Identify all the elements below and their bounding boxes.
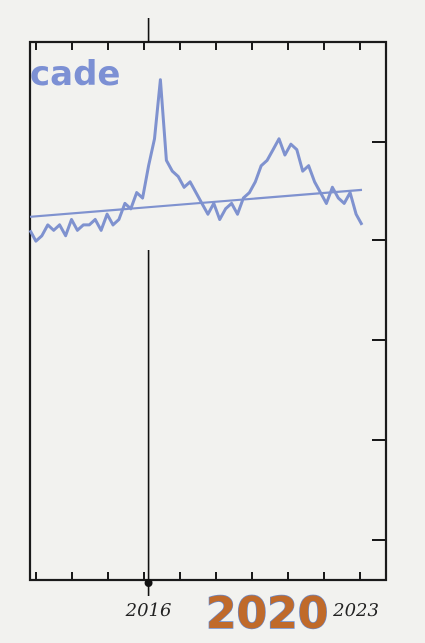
x-tick-label: 2016 bbox=[125, 600, 172, 621]
trend-line bbox=[29, 188, 363, 218]
series-layer bbox=[28, 78, 364, 243]
chart-title: cade bbox=[30, 54, 121, 94]
annotation-layer bbox=[144, 18, 153, 596]
series-line bbox=[28, 78, 364, 243]
x-tick-label: 2020 bbox=[206, 588, 328, 639]
x-tick-label: 2023 bbox=[332, 600, 379, 621]
annotation-marker bbox=[144, 579, 153, 587]
plot-frame bbox=[28, 40, 388, 582]
tick-label-layer: 2016 2020 2023 bbox=[125, 587, 379, 639]
